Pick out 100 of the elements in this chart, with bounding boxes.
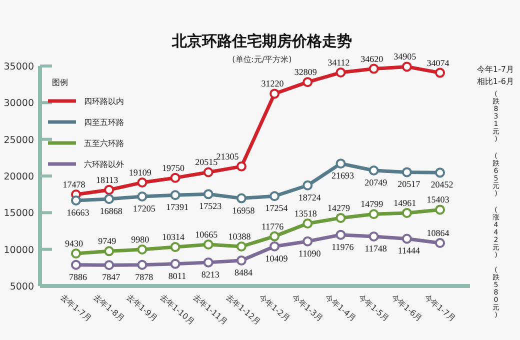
point	[270, 241, 280, 252]
x-tick-label: 去年1-8月	[92, 292, 126, 324]
data-label: 14961	[394, 198, 416, 208]
point	[302, 218, 313, 229]
point	[270, 191, 280, 202]
text: 相比1-6月	[476, 77, 514, 86]
legend-label: 四至五环路	[84, 118, 124, 127]
point	[170, 172, 180, 183]
data-label: 31220	[261, 78, 284, 89]
point	[71, 260, 81, 270]
legend-label: 五至六环路	[84, 139, 124, 148]
data-label: 10314	[162, 232, 186, 242]
data-label: 19109	[128, 168, 152, 178]
legend-title: 图例	[52, 78, 68, 87]
y-tick-label: 30000	[4, 98, 34, 110]
data-label: 20749	[364, 178, 388, 188]
data-label: 34620	[360, 54, 384, 64]
data-label: 11444	[398, 246, 420, 256]
point	[104, 260, 114, 270]
data-label: 11976	[332, 242, 354, 252]
data-label: 9980	[131, 234, 150, 244]
text: 今年1-7月	[476, 65, 514, 74]
data-label: 19750	[162, 162, 186, 173]
point	[302, 180, 313, 190]
point	[302, 77, 313, 88]
chart-subtitle: (单位:元/平方米)	[232, 55, 292, 64]
point	[270, 231, 280, 242]
point	[170, 190, 180, 200]
point	[104, 184, 114, 195]
point	[137, 178, 148, 188]
data-label: 21693	[331, 170, 354, 181]
data-label: 14279	[327, 202, 350, 213]
point	[302, 236, 313, 246]
point	[368, 64, 379, 74]
point	[170, 258, 180, 269]
data-label: 8484	[234, 267, 253, 278]
data-label: 13518	[294, 208, 318, 219]
point	[435, 238, 445, 248]
point	[236, 161, 246, 172]
point	[336, 230, 346, 240]
point	[104, 194, 114, 204]
point	[270, 88, 280, 99]
point	[402, 234, 412, 244]
text: (涨442元)	[492, 206, 500, 259]
y-tick-label: 20000	[4, 172, 34, 182]
data-label: 16663	[66, 207, 90, 218]
data-label: 9749	[98, 236, 117, 246]
data-label: 17205	[132, 203, 156, 214]
point	[368, 209, 379, 220]
point	[435, 168, 445, 178]
data-label: 11090	[298, 248, 322, 258]
data-label: 17391	[166, 202, 189, 212]
text: (跌831元)	[492, 90, 500, 143]
point	[137, 244, 148, 254]
point	[402, 208, 412, 218]
point	[402, 62, 412, 72]
point	[203, 167, 214, 178]
data-label: 17254	[265, 203, 288, 214]
point	[71, 195, 81, 206]
point	[368, 166, 379, 176]
y-tick-label: 15000	[4, 208, 34, 220]
data-label: 7847	[102, 272, 121, 282]
point	[336, 158, 346, 169]
point	[236, 241, 246, 252]
point	[203, 257, 214, 268]
data-label: 20517	[398, 179, 421, 190]
point	[435, 204, 445, 215]
x-tick-label: 去年1-7月	[58, 292, 93, 324]
data-label: 18113	[96, 174, 119, 185]
point	[137, 260, 148, 270]
x-tick-label: 今年1-5月	[356, 292, 391, 324]
data-label: 17523	[199, 201, 222, 212]
data-label: 14799	[360, 199, 384, 210]
data-label: 10388	[228, 231, 252, 242]
point	[435, 68, 445, 78]
data-label: 8011	[168, 270, 186, 281]
data-label: 32809	[294, 67, 318, 78]
point	[236, 193, 246, 204]
point	[203, 189, 214, 200]
data-label: 10864	[426, 228, 450, 238]
legend-label: 六环路以外	[84, 160, 124, 169]
data-label: 20452	[430, 180, 454, 190]
y-tick-label: 10000	[4, 244, 34, 256]
y-tick-label: 25000	[4, 134, 34, 146]
x-tick-label: 今年1-4月	[323, 292, 358, 324]
x-tick-label: 去年1-9月	[124, 292, 160, 324]
data-label: 10665	[195, 229, 218, 240]
x-tick-label: 今年1-7月	[422, 292, 457, 324]
text: (跌65元)	[492, 152, 500, 198]
legend-label: 四环路以内	[84, 97, 124, 106]
point	[104, 246, 114, 256]
point	[336, 212, 346, 223]
data-label: 34905	[394, 52, 417, 62]
data-label: 18724	[298, 192, 322, 202]
point	[170, 242, 180, 252]
data-label: 9430	[65, 238, 84, 249]
data-label: 34112	[328, 58, 350, 68]
point	[336, 68, 346, 78]
data-label: 21305	[216, 151, 240, 162]
point	[71, 248, 81, 259]
